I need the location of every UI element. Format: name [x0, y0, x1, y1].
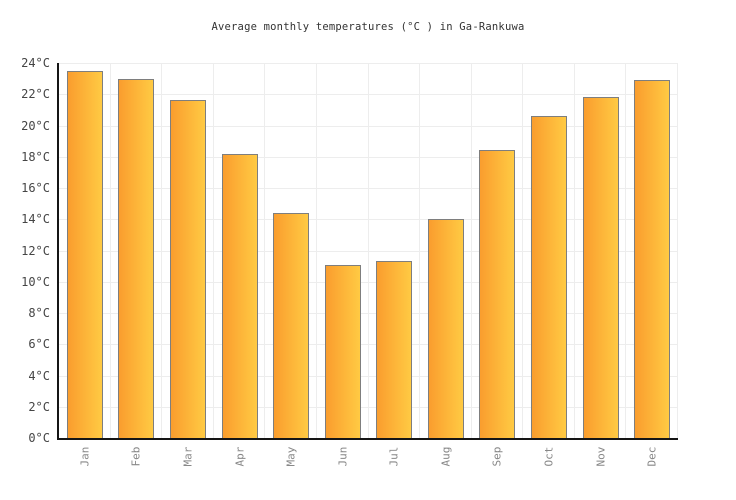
bar-column-apr — [214, 63, 266, 438]
gridline-v-6 — [368, 63, 369, 438]
bar-column-jan — [59, 63, 111, 438]
x-tick-label-feb: Feb — [129, 446, 143, 467]
x-tick-label-jun: Jun — [336, 446, 350, 467]
bar-column-sep — [472, 63, 524, 438]
bar-column-mar — [162, 63, 214, 438]
x-tick-label-apr: Apr — [233, 446, 247, 467]
y-tick-label-24: 24°C — [21, 56, 50, 70]
bar-column-jul — [368, 63, 420, 438]
y-tick-label-16: 16°C — [21, 181, 50, 195]
y-tick-label-12: 12°C — [21, 243, 50, 258]
x-tick-label-may: May — [284, 446, 298, 467]
y-tick-label-18: 18°C — [21, 149, 50, 164]
bar-apr — [221, 154, 258, 438]
x-tick-label-mar: Mar — [181, 446, 195, 467]
bar-column-aug — [420, 63, 472, 438]
bar-feb — [118, 79, 155, 438]
x-tick-label-nov: Nov — [594, 446, 608, 467]
bar-aug — [427, 219, 464, 438]
x-tick-label-jan: Jan — [78, 446, 92, 467]
gridline-v-10 — [574, 63, 575, 438]
gridline-v-2 — [161, 63, 162, 438]
gridline-v-5 — [316, 63, 317, 438]
bar-column-dec — [626, 63, 678, 438]
bar-column-jun — [317, 63, 369, 438]
bar-jun — [324, 265, 361, 438]
gridline-v-1 — [110, 63, 111, 438]
y-tick-label-20: 20°C — [21, 118, 50, 133]
bar-dec — [634, 80, 671, 438]
bars-container — [59, 63, 678, 438]
bar-oct — [530, 116, 567, 438]
y-tick-label-6: 6°C — [28, 337, 50, 352]
gridline-v-4 — [264, 63, 265, 438]
chart-title: Average monthly temperatures (°C ) in Ga… — [211, 21, 525, 33]
bar-column-feb — [111, 63, 163, 438]
gridline-v-8 — [471, 63, 472, 438]
x-tick-label-jul: Jul — [387, 446, 401, 467]
bar-sep — [479, 150, 516, 438]
gridline-v-3 — [213, 63, 214, 438]
y-tick-label-4: 4°C — [28, 368, 50, 383]
gridline-v-7 — [419, 63, 420, 438]
bar-jul — [376, 261, 413, 438]
y-tick-label-2: 2°C — [28, 399, 50, 414]
bar-column-may — [265, 63, 317, 438]
bar-jan — [66, 71, 103, 438]
bar-column-oct — [523, 63, 575, 438]
gridline-v-9 — [522, 63, 523, 438]
x-tick-label-dec: Dec — [645, 446, 659, 467]
y-tick-label-8: 8°C — [28, 306, 50, 320]
y-tick-label-10: 10°C — [21, 274, 50, 289]
gridline-v-12 — [677, 63, 678, 438]
x-tick-label-oct: Oct — [542, 446, 556, 467]
plot-area — [57, 63, 678, 440]
bar-nov — [582, 97, 619, 438]
gridline-v-11 — [625, 63, 626, 438]
bar-column-nov — [575, 63, 627, 438]
y-tick-label-14: 14°C — [21, 212, 50, 227]
bar-mar — [169, 100, 206, 438]
bar-may — [273, 213, 310, 438]
y-tick-label-0: 0°C — [28, 431, 50, 445]
y-tick-label-22: 22°C — [21, 87, 50, 102]
x-tick-label-sep: Sep — [490, 446, 504, 467]
x-tick-label-aug: Aug — [439, 446, 453, 467]
